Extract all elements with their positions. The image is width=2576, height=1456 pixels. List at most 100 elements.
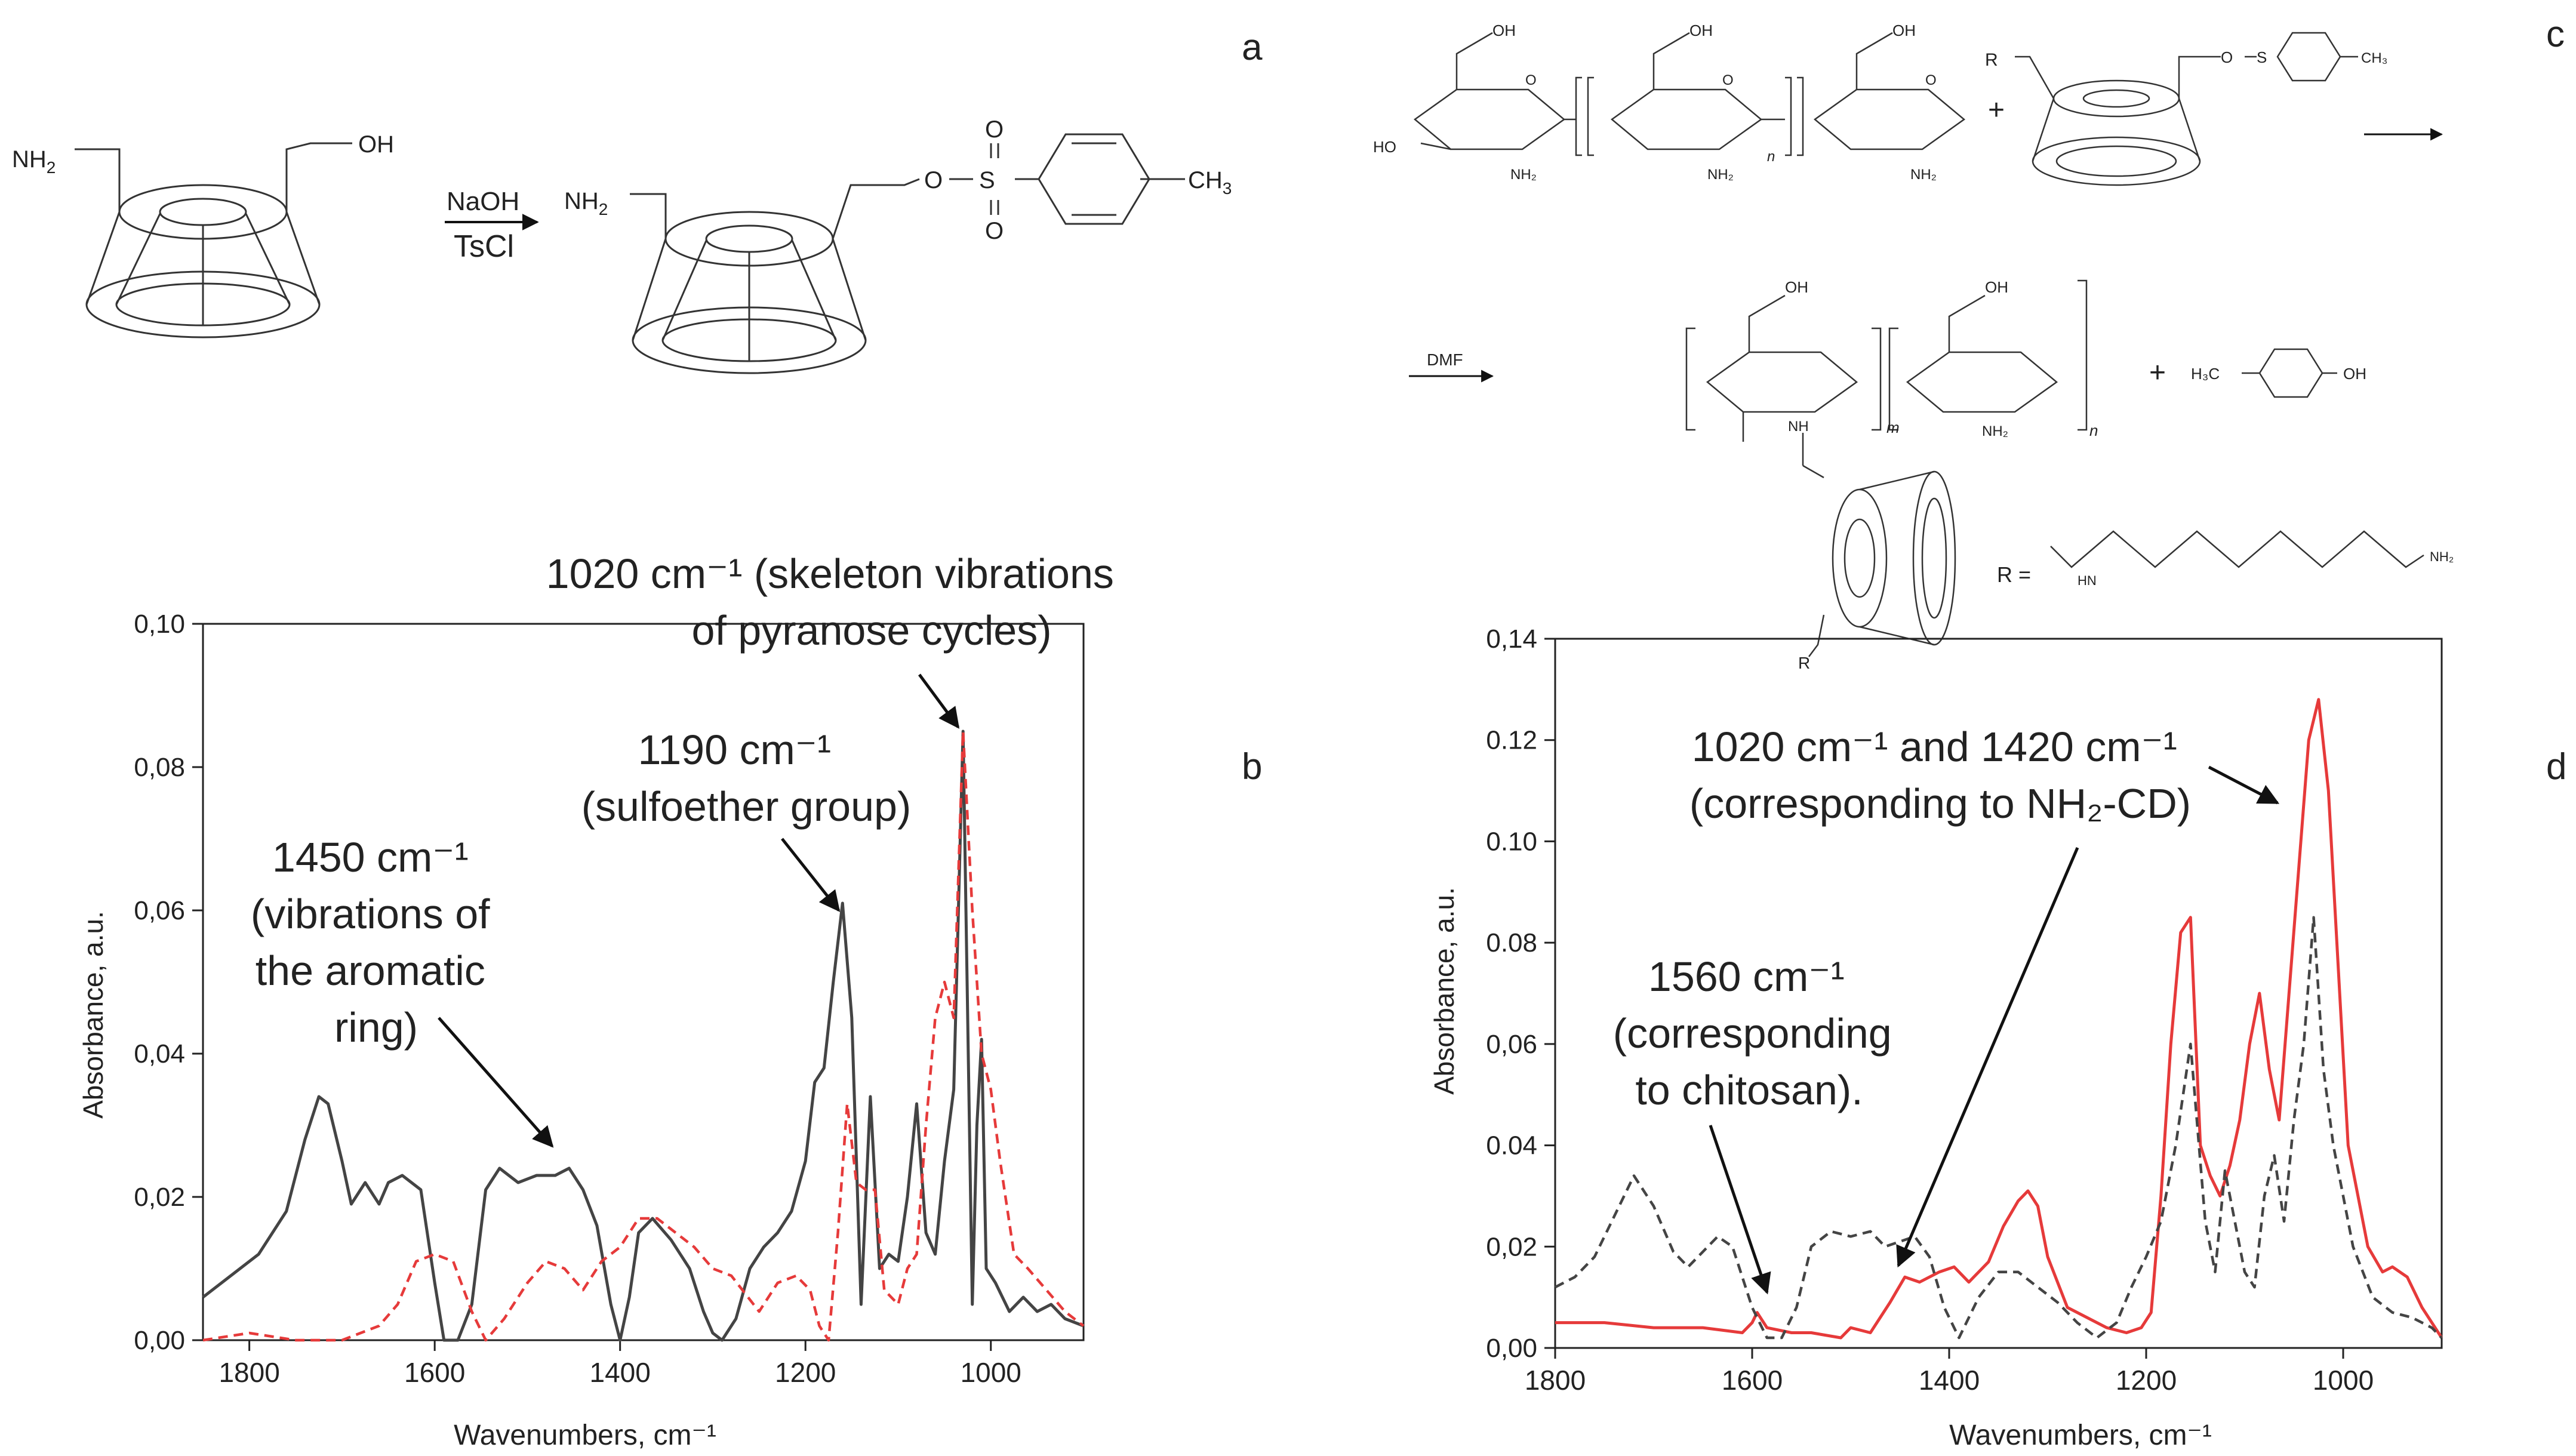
- chart-d-series-1: [1554, 916, 2443, 1340]
- svg-text:NH2: NH2: [564, 188, 608, 218]
- svg-text:1450 cm⁻¹ (vibrations: 1450 cm⁻¹ (vibrations of the aromatic ri…: [251, 834, 501, 1051]
- chart-d-xtick-label: 1800: [1525, 1365, 1586, 1396]
- chart-b-series-1: [202, 729, 1085, 1342]
- chart-b-series: [202, 729, 1085, 1342]
- chart-b-xtick-label: 1200: [775, 1357, 836, 1388]
- svg-text:R =: R =: [1997, 562, 2031, 587]
- chart-d-ytick-label: 0,14: [1486, 624, 1537, 654]
- panel-letter-a: a: [1242, 27, 1263, 68]
- chitosan-cd-product: [1685, 279, 2424, 657]
- chart-b-annotation-1450: 1450 cm⁻¹ (vibrations of the aromatic ri…: [251, 834, 554, 1148]
- svg-text:O: O: [985, 116, 1004, 143]
- chart-b-annotation-1450-line3: the aromatic: [256, 947, 485, 994]
- chart-d-axes: 1800 1600 1400 1200 1000 0,00 0,02 0.04 0,06 0.08…: [1486, 624, 2443, 1396]
- svg-text:DMF: DMF: [1427, 350, 1463, 369]
- chart-b-ytick-label: 0,02: [134, 1183, 185, 1212]
- svg-text:+: +: [2149, 357, 2166, 389]
- svg-text:HN: HN: [2078, 573, 2097, 588]
- chart-b-xtick-label: 1800: [218, 1357, 279, 1388]
- chart-b-ytick-label: 0,06: [134, 896, 185, 925]
- chart-d-series: [1554, 698, 2443, 1340]
- svg-text:TsCl: TsCl: [454, 229, 514, 264]
- svg-text:O: O: [924, 167, 943, 193]
- chart-b-ytick-label: 0,00: [134, 1326, 185, 1355]
- chart-d-annotation-1020-1420-line2: (corresponding to NH₂-CD): [1689, 780, 2191, 827]
- chart-b: 1800 1600 1400 1200 1000 0,00 0,02 0,04 0,06 0,08…: [78, 550, 1126, 1451]
- svg-text:OH: OH: [1689, 21, 1713, 39]
- scheme-c: [1409, 32, 2443, 657]
- chart-d-ytick-label: 0,00: [1486, 1334, 1537, 1363]
- svg-text:O: O: [1722, 72, 1734, 88]
- svg-text:OH: OH: [358, 131, 394, 158]
- chart-d-annotation-1560-line2: (corresponding: [1613, 1010, 1892, 1057]
- svg-text:NH: NH: [1788, 418, 1809, 435]
- svg-text:+: +: [1988, 94, 2005, 126]
- svg-text:1560 cm⁻¹ (correspondi: 1560 cm⁻¹ (corresponding to chitosan).: [1613, 953, 1903, 1113]
- svg-text:NH₂: NH₂: [1707, 167, 1734, 183]
- chart-b-plot-frame: [202, 623, 1085, 1341]
- svg-text:1190 cm⁻¹ (sulfoether: 1190 cm⁻¹ (sulfoether group): [581, 727, 912, 830]
- chart-d-annotation-1020-1420-line1: 1020 cm⁻¹ and 1420 cm⁻¹: [1692, 724, 2177, 770]
- svg-text:R: R: [1798, 654, 1810, 672]
- tosyl-cd-reagent: [2015, 32, 2358, 186]
- svg-text:R: R: [1985, 50, 1998, 70]
- chart-d-xtick-label: 1000: [2313, 1365, 2374, 1396]
- chart-b-annotation-1450-line2: (vibrations of: [251, 891, 490, 937]
- chart-b-axes: 1800 1600 1400 1200 1000 0,00 0,02 0,04 0,06 0,08…: [134, 610, 1085, 1388]
- chart-b-ylabel: Absorbance, a.u.: [78, 911, 109, 1119]
- svg-text:OH: OH: [1985, 278, 2008, 296]
- chart-b-xtick-label: 1400: [590, 1357, 651, 1388]
- scheme-a: [75, 133, 1185, 374]
- svg-text:NaOH: NaOH: [447, 187, 519, 216]
- svg-text:O: O: [985, 218, 1004, 244]
- chart-d-ytick-label: 0.04: [1486, 1131, 1537, 1161]
- svg-text:H₃C: H₃C: [2191, 365, 2220, 383]
- chart-b-annotation-1190-line2: (sulfoether group): [581, 783, 912, 830]
- chart-b-xtick-label: 1000: [961, 1357, 1021, 1388]
- svg-text:HO: HO: [1373, 138, 1396, 156]
- scheme-a-labels: NH2 OH NaOH TsCl NH2 O S O O CH3: [12, 116, 1232, 264]
- chart-d-annotation-1560-line3: to chitosan).: [1635, 1067, 1863, 1113]
- chart-d-xlabel: Wavenumbers, cm⁻¹: [1949, 1420, 2212, 1451]
- chart-b-ytick-label: 0,10: [134, 610, 185, 639]
- svg-text:NH2: NH2: [12, 146, 56, 177]
- chart-d-annotation-1020-1420: 1020 cm⁻¹ and 1420 cm⁻¹ (corresponding t…: [1689, 724, 2280, 1268]
- svg-text:O: O: [1925, 72, 1937, 88]
- panel-letter-d: d: [2546, 746, 2566, 787]
- svg-text:NH₂: NH₂: [2430, 549, 2454, 564]
- svg-text:OH: OH: [1785, 278, 1808, 296]
- svg-text:1020 cm⁻¹ (skeleton vibrations: 1020 cm⁻¹ (skeleton vibrations of pyrano…: [546, 550, 1126, 654]
- svg-text:OH: OH: [2343, 365, 2366, 383]
- svg-text:CH3: CH3: [1188, 167, 1232, 198]
- svg-text:OH: OH: [1892, 21, 1916, 39]
- panel-letter-c: c: [2546, 14, 2565, 55]
- chitosan-rings-top: [1413, 32, 1966, 156]
- chart-b-annotation-1190-line1: 1190 cm⁻¹: [638, 727, 832, 773]
- svg-text:NH₂: NH₂: [1982, 423, 2008, 439]
- chart-b-annotation-1450-line4: ring): [334, 1004, 418, 1051]
- scheme-c-labels: OH OH OH HO NH₂ NH₂ NH₂ O O O n + R O S …: [1373, 21, 2454, 672]
- chart-d-xtick-label: 1400: [1919, 1365, 1980, 1396]
- chart-d-annotation-1560: 1560 cm⁻¹ (corresponding to chitosan).: [1613, 953, 1903, 1295]
- chart-b-xlabel: Wavenumbers, cm⁻¹: [454, 1420, 716, 1451]
- chart-b-annotation-1020: 1020 cm⁻¹ (skeleton vibrations of pyrano…: [546, 550, 1126, 729]
- chart-d-ylabel: Absorbance, a.u.: [1429, 887, 1460, 1095]
- svg-text:n: n: [2089, 421, 2098, 439]
- cyclodextrin-cone-left: [75, 142, 352, 338]
- panel-letter-b: b: [1242, 746, 1262, 787]
- svg-text:O: O: [2221, 48, 2233, 66]
- chart-b-annotation-1020-line2: of pyranose cycles): [691, 607, 1051, 654]
- chart-d-ytick-label: 0,06: [1486, 1030, 1537, 1059]
- svg-text:1020 cm⁻¹ and 1420 cm⁻¹: 1020 cm⁻¹ and 1420 cm⁻¹ (corresponding t…: [1689, 724, 2191, 827]
- chart-d-series-0: [1555, 698, 2443, 1340]
- chart-b-ytick-label: 0,08: [134, 753, 185, 782]
- svg-text:O: O: [1525, 72, 1537, 88]
- svg-text:S: S: [2257, 48, 2267, 66]
- svg-text:m: m: [1886, 418, 1900, 436]
- chart-d-ytick-label: 0.10: [1486, 827, 1537, 856]
- svg-text:OH: OH: [1492, 21, 1516, 39]
- chart-d-ytick-label: 0.08: [1486, 928, 1537, 958]
- chart-b-xtick-label: 1600: [404, 1357, 465, 1388]
- chart-b-ytick-label: 0,04: [134, 1039, 185, 1069]
